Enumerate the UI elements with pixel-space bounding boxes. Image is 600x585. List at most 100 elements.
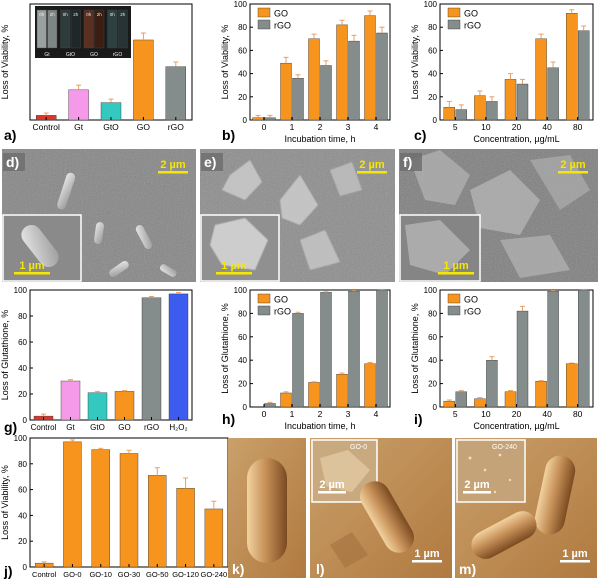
x-tick-label: H₂O₂ (169, 423, 187, 432)
bar-rgo (486, 101, 498, 121)
panel-letter-j: j) (3, 563, 13, 579)
vial (83, 9, 94, 49)
legend-label: GO (464, 295, 478, 305)
y-tick-label: 20 (18, 390, 27, 399)
scale-bar (14, 272, 50, 275)
x-tick-label: 5 (453, 122, 458, 132)
bar-rgo (455, 109, 467, 121)
chart-c: 0 20 40 60 80 100 Loss of Viability, % GO rGO 5 10… (410, 0, 594, 144)
bar (141, 297, 162, 421)
y-tick-label: 20 (18, 537, 27, 546)
x-tick-label: 80 (573, 122, 583, 132)
bar-rgo (376, 289, 388, 408)
legend-swatch (447, 305, 461, 316)
x-tick-label: 5 (453, 409, 458, 419)
panel-letter-box (201, 153, 223, 171)
bar (133, 39, 154, 121)
y-tick-label: 40 (18, 511, 27, 520)
scale-bar-label: 1 µm (19, 260, 45, 272)
bar-rgo (348, 40, 360, 121)
bar-rgo (486, 360, 498, 408)
bar-go (474, 398, 486, 408)
legend-swatch (447, 293, 461, 304)
scale-bar-label: 1 µm (221, 260, 247, 272)
y-tick-label: 60 (238, 46, 247, 55)
x-axis-label: Concentration, µg/mL (473, 421, 559, 431)
x-tick-label: GO (137, 122, 151, 132)
vial (70, 9, 81, 49)
x-tick-label: GtO (90, 423, 105, 432)
afm-image-k (228, 438, 306, 578)
vial (107, 9, 118, 49)
graphene-sheet (280, 175, 318, 225)
scale-bar (438, 272, 474, 275)
scale-bar (158, 171, 188, 174)
bar-go (336, 24, 348, 121)
y-tick-label: 20 (428, 93, 437, 102)
bar-go (443, 400, 455, 408)
scale-bar (357, 171, 387, 174)
bar-rgo (348, 290, 360, 408)
y-tick-label: 20 (238, 380, 247, 389)
y-axis-label: Loss of Glutathione, % (220, 303, 230, 394)
bar-go (308, 382, 320, 408)
y-tick-label: 100 (234, 0, 248, 9)
bar-rgo (578, 289, 590, 408)
y-tick-label: 0 (433, 403, 438, 412)
vial (94, 9, 105, 49)
afm-image-l (310, 438, 452, 578)
vial-time-label: 0h (86, 12, 92, 17)
bar-rgo (320, 65, 332, 121)
panel-letter-c: c) (414, 127, 426, 143)
scale-bar-label: 1 µm (443, 260, 469, 272)
scale-bar-label: 1 µm (562, 548, 588, 560)
y-tick-label: 20 (428, 380, 437, 389)
panel-letter-f: f) (403, 154, 412, 170)
y-tick-label: 0 (433, 116, 438, 125)
x-tick-label: Control (31, 423, 57, 432)
bar-go (566, 363, 578, 408)
y-tick-label: 80 (238, 309, 247, 318)
scale-bar-label: 2 µm (464, 479, 490, 491)
legend-label: rGO (464, 307, 481, 317)
vial-time-label: 2h (97, 12, 103, 17)
x-tick-label: 1 (290, 122, 295, 132)
y-axis-label: Loss of Glutathione, % (0, 310, 10, 401)
legend-swatch (257, 7, 271, 18)
bar-go (280, 392, 292, 408)
y-tick-label: 0 (23, 563, 28, 572)
bar-go (443, 107, 455, 121)
bar-rgo (264, 403, 276, 408)
bar-rgo (292, 78, 304, 121)
y-tick-label: 40 (238, 356, 247, 365)
x-tick-label: GtO (103, 122, 119, 132)
vial-time-label: 2h (50, 12, 56, 17)
bar (91, 449, 110, 568)
bar-rgo (578, 30, 590, 121)
sem-image-f (399, 149, 598, 282)
legend-swatch (257, 19, 271, 30)
x-tick-label: 0 (262, 122, 267, 132)
x-tick-label: GO-0 (63, 570, 81, 579)
panel-letter-a: a) (4, 127, 16, 143)
x-tick-label: 3 (346, 122, 351, 132)
x-tick-label: 20 (512, 122, 522, 132)
legend-label: rGO (274, 307, 291, 317)
x-tick-label: GO (118, 423, 130, 432)
bar-rgo (516, 83, 529, 121)
y-tick-label: 40 (238, 70, 247, 79)
bacterium-afm (360, 481, 414, 553)
chart-b: 0 20 40 60 80 100 Loss of Viability, % GO rGO 0 1 2… (220, 0, 391, 144)
x-tick-label: Control (32, 122, 60, 132)
y-tick-label: 60 (18, 338, 27, 347)
bar-rgo (516, 310, 529, 408)
vial-photo-inset: 0h 2h Gt 0h 2h GtO 0h 2h GO 0h 2h rGO (35, 6, 131, 58)
x-tick-label: 2 (318, 409, 323, 419)
x-tick-label: 80 (573, 409, 583, 419)
chart-a: Loss of Viability, % Control Gt GtO GO rGO (0, 3, 193, 132)
panel-letter-e: e) (204, 154, 216, 170)
panel-letters: a) b) c) d) e) f) g) h) i) j) k) l) m) (3, 127, 476, 579)
x-tick-label: 10 (481, 122, 491, 132)
y-axis-label: Loss of Viability, % (0, 25, 10, 100)
panel-letter-b: b) (222, 127, 235, 143)
